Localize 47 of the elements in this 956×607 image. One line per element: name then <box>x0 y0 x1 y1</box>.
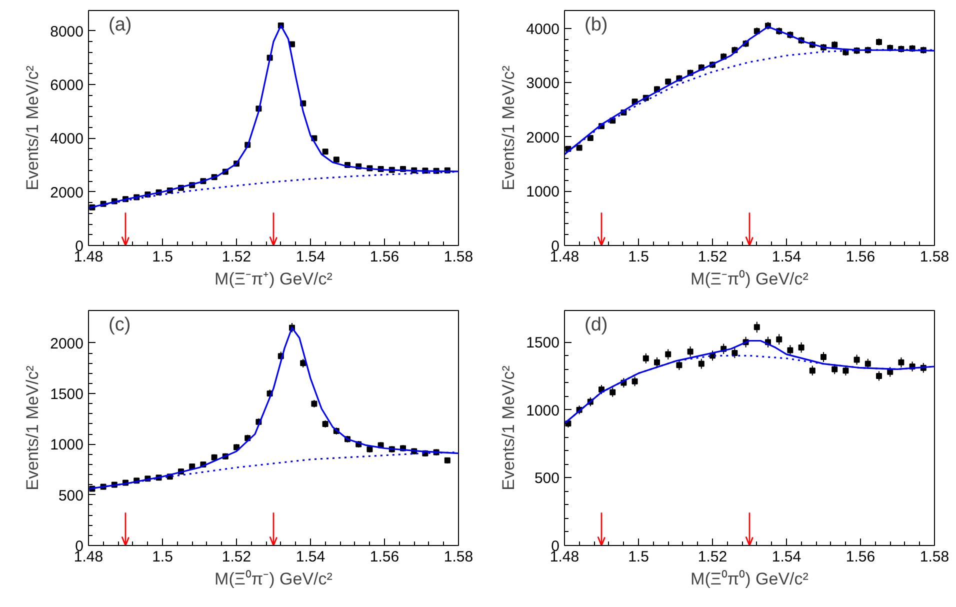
x-tick-label: 1.5 <box>152 248 173 266</box>
x-tick-label: 1.58 <box>444 248 474 266</box>
y-tick-label: 500 <box>534 470 560 488</box>
y-tick-label: 4000 <box>50 130 84 148</box>
x-tick-label: 1.58 <box>920 548 950 566</box>
y-tick-label: 4000 <box>526 20 560 38</box>
y-axis-title: Events/1 MeV/c² <box>23 65 42 190</box>
x-axis-title: M(Ξ⁻π⁺) GeV/c² <box>214 270 333 288</box>
y-tick-label: 500 <box>58 487 84 504</box>
x-tick-label: 1.52 <box>222 548 252 566</box>
x-tick-label: 1.5 <box>628 548 649 566</box>
x-tick-label: 1.54 <box>296 248 326 266</box>
annotation: (b) <box>584 14 608 36</box>
annotation: (c) <box>108 314 131 336</box>
x-tick-label: 1.54 <box>772 248 802 266</box>
x-axis-title: M(Ξ⁻π⁰) GeV/c² <box>690 270 809 288</box>
x-tick-label: 1.56 <box>370 248 400 266</box>
y-tick-label: 1000 <box>526 184 560 201</box>
y-tick-label: 1000 <box>50 436 84 454</box>
y-tick-label: 3000 <box>526 75 560 92</box>
x-tick-label: 1.56 <box>846 248 876 266</box>
y-axis-title: Events/1 MeV/c² <box>499 365 518 490</box>
x-tick-label: 1.5 <box>152 548 173 566</box>
x-tick-label: 1.52 <box>698 548 728 566</box>
x-axis-title: M(Ξ⁰π⁰) GeV/c² <box>690 570 809 588</box>
annotation: (d) <box>584 314 608 336</box>
x-tick-label: 1.5 <box>628 248 649 266</box>
y-tick-label: 1500 <box>526 334 560 352</box>
annotation: (a) <box>108 14 132 36</box>
y-tick-label: 6000 <box>50 77 84 94</box>
x-tick-label: 1.52 <box>222 248 252 266</box>
x-tick-label: 1.58 <box>444 548 474 566</box>
y-tick-label: 2000 <box>50 335 84 352</box>
x-tick-label: 1.58 <box>920 248 950 266</box>
y-axis-title: Events/1 MeV/c² <box>499 65 518 190</box>
y-axis-title: Events/1 MeV/c² <box>23 365 42 490</box>
y-tick-label: 8000 <box>50 23 84 40</box>
x-tick-label: 1.54 <box>772 548 802 566</box>
x-tick-label: 1.56 <box>370 548 400 566</box>
x-axis-title: M(Ξ⁰π⁻) GeV/c² <box>214 570 333 588</box>
x-tick-label: 1.52 <box>698 248 728 266</box>
y-tick-label: 2000 <box>526 129 560 146</box>
y-tick-label: 2000 <box>50 184 84 202</box>
y-tick-label: 1500 <box>50 386 84 404</box>
x-tick-label: 1.56 <box>846 548 876 566</box>
y-tick-label: 1000 <box>526 402 560 420</box>
x-tick-label: 1.54 <box>296 548 326 566</box>
